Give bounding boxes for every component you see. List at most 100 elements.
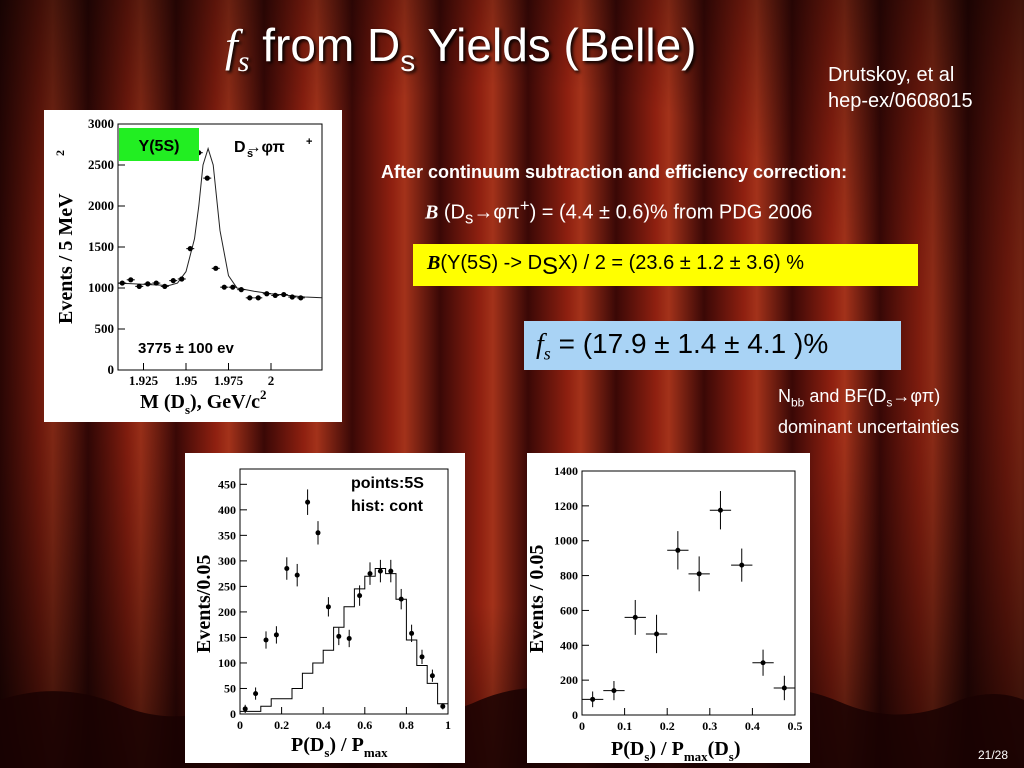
x-axis-label-d: ) — [734, 738, 741, 760]
bf-text-a: (D — [438, 201, 466, 224]
title-text-end: Yields (Belle) — [415, 19, 697, 71]
bf-sub: s — [886, 395, 893, 410]
yellow-text-b: X) / 2 = (23.6 ± 1.2 ± 3.6) % — [558, 252, 805, 274]
x-axis-label-sub3: s — [729, 749, 734, 763]
data-point — [294, 572, 300, 578]
data-point — [654, 631, 660, 637]
data-point — [590, 696, 596, 702]
channel-text: D→φπ — [234, 139, 285, 156]
x-tick-label: 0 — [237, 718, 243, 732]
y-tick-label: 800 — [560, 569, 578, 583]
bf-text-b: ) = (4.4 ± 0.6)% from PDG 2006 — [529, 201, 813, 224]
data-point — [377, 568, 383, 574]
momentum-ratio-plot-marks — [582, 491, 795, 708]
bf-arrow: →φπ — [473, 201, 520, 224]
y-tick-label: 600 — [560, 603, 578, 617]
x-tick-label: 0.8 — [399, 718, 414, 732]
data-point — [632, 614, 638, 620]
x-axis-label: P(Ds) / Pmax — [291, 734, 388, 760]
x-tick-label: 0.1 — [617, 719, 632, 733]
y-tick-label: 1200 — [554, 499, 578, 513]
x-axis-label-a: P(D — [291, 734, 324, 756]
y-tick-label: 150 — [218, 630, 236, 644]
x-tick-label: 0.4 — [316, 718, 331, 732]
x-tick-label: 1 — [445, 718, 451, 732]
data-point — [305, 499, 311, 505]
fs-subscript: s — [543, 343, 551, 364]
reference-authors: Drutskoy, et al — [828, 64, 955, 86]
x-axis-label-sub: s — [324, 745, 329, 760]
y-axis-label-sup: 2 — [53, 150, 67, 156]
title-fs-symbol: f — [225, 20, 238, 71]
branching-symbol: B — [427, 252, 441, 274]
legend-points: points:5S — [351, 475, 424, 492]
slide-title: fs from Ds Yields (Belle) — [225, 18, 696, 79]
data-point — [419, 654, 425, 660]
y-tick-label: 2000 — [88, 198, 114, 213]
channel-sub: s — [247, 148, 253, 160]
y-tick-label: 1500 — [88, 239, 114, 254]
data-point — [213, 265, 219, 271]
data-point — [263, 637, 269, 643]
data-point — [273, 632, 279, 638]
x-axis-label: P(Ds) / Pmax(Ds) — [611, 738, 741, 763]
data-point — [346, 635, 352, 641]
data-point — [289, 294, 295, 300]
title-ds-subscript: s — [400, 45, 416, 79]
channel-label: D→φπ — [234, 139, 285, 156]
data-point — [187, 246, 193, 252]
data-point — [230, 284, 236, 290]
y-tick-label: 0 — [572, 708, 578, 722]
slide-number: 21/28 — [978, 748, 1009, 762]
x-axis-label: M (Ds), GeV/c2 — [140, 387, 267, 417]
legend-hist: hist: cont — [351, 498, 424, 515]
y-axis-label: Events / 5 MeV — [55, 193, 77, 324]
data-point — [696, 571, 702, 577]
bf-sub: s — [465, 208, 474, 228]
plot-frame — [581, 470, 796, 716]
x-tick-label: 0.2 — [274, 718, 289, 732]
uncertainty-note: Nbb and BF(Ds→φπ) dominant uncertainties — [778, 384, 959, 439]
y5s-tag-box — [119, 128, 199, 161]
yield-label: 3775 ± 100 ev — [138, 340, 234, 357]
data-point — [128, 277, 134, 283]
x-axis-label-b: ) / P — [649, 738, 683, 760]
momentum-plot: 0 50 100 150 200 250 300 350 400 450 0 0.2 0.4 0.6 0.8… — [193, 468, 451, 760]
mass-plot-frame: 0 500 1000 1500 2000 2500 3000 1.925 1.95 1.975 2 — [88, 116, 323, 388]
y-tick-label: 50 — [224, 681, 236, 695]
y-axis-label: Events/0.05 — [193, 555, 215, 653]
x-axis-label-a: P(D — [611, 738, 644, 760]
nbb-text: N — [778, 386, 791, 406]
x-axis-label-sub: s — [185, 402, 190, 417]
title-text: from D — [249, 19, 401, 71]
bf-decay: →φπ) — [892, 386, 941, 406]
data-point — [255, 295, 261, 301]
y-tick-label: 3000 — [88, 116, 114, 131]
mass-plot-marks — [117, 146, 323, 301]
data-point — [611, 688, 617, 694]
y-tick-label: 400 — [218, 503, 236, 517]
y5s-tag: Y(5S) — [139, 138, 180, 155]
x-axis-label-sub2: max — [684, 749, 708, 763]
x-axis-label-sup: 2 — [260, 387, 267, 402]
y-tick-label: 450 — [218, 477, 236, 491]
data-point — [781, 685, 787, 691]
data-point — [675, 547, 681, 553]
x-tick-label: 0.2 — [660, 719, 675, 733]
x-axis-label-sub2: max — [364, 745, 388, 760]
y-tick-label: 1400 — [554, 464, 578, 478]
data-point — [760, 660, 766, 666]
data-point — [398, 596, 404, 602]
y5s-branching-box: B(Y(5S) -> DSX) / 2 = (23.6 ± 1.2 ± 3.6)… — [413, 244, 918, 286]
data-point — [284, 566, 290, 572]
data-point — [162, 283, 168, 289]
bf-text: and BF(D — [804, 386, 887, 406]
data-point — [409, 630, 415, 636]
x-axis-label-c: (D — [708, 738, 729, 760]
momentum-ratio-plot-frame: 0 200 400 600 800 1000 1200 1400 0 0.1 0.2 0.3 0.4 0.… — [554, 464, 803, 733]
y-tick-label: 2500 — [88, 157, 114, 172]
channel-sup: + — [306, 136, 312, 148]
fs-value: = (17.9 ± 1.4 ± 4.1 )% — [550, 328, 829, 359]
data-point — [153, 280, 159, 286]
